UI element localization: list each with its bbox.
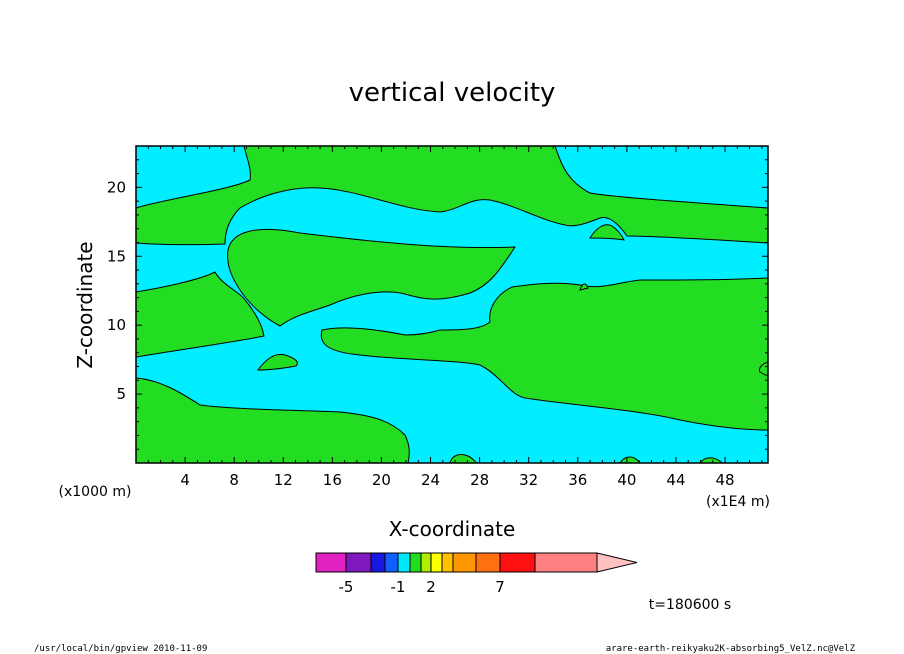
time-annotation: t=180600 s <box>649 597 731 613</box>
x-axis-units: (x1E4 m) <box>706 494 770 510</box>
x-axis-label: X-coordinate <box>389 517 516 541</box>
region-positive-mid-right <box>320 277 769 431</box>
colorbar-tick-label: -5 <box>339 578 354 596</box>
colorbar-tick-label: 2 <box>426 578 436 596</box>
region-positive-top-left <box>135 145 769 246</box>
x-tick-label: 40 <box>617 471 636 489</box>
x-tick-label: 12 <box>274 471 293 489</box>
colorbar-cell <box>499 552 536 573</box>
x-tick-label: 36 <box>568 471 587 489</box>
colorbar-cell <box>452 552 477 573</box>
colorbar-tick-labels: -5 -1 2 7 <box>339 578 505 596</box>
y-axis-label: Z-coordinate <box>73 241 97 368</box>
region-positive-bump <box>579 283 589 291</box>
colorbar-cell <box>345 552 372 573</box>
region-positive-mid-left <box>135 271 265 358</box>
colorbar-cell <box>315 552 347 573</box>
region-positive-island <box>257 353 298 371</box>
colorbar-extend-arrow <box>596 552 638 573</box>
x-tick-label: 48 <box>716 471 735 489</box>
region-positive-lens <box>227 228 516 327</box>
y-tick-label: 15 <box>107 247 126 265</box>
region-positive-right-edge <box>759 361 769 377</box>
x-tick-label: 4 <box>180 471 190 489</box>
footer-right: arare-earth-reikyaku2K-absorbing5_VelZ.n… <box>606 644 856 654</box>
colorbar-cell <box>475 552 501 573</box>
x-tick-label: 16 <box>323 471 342 489</box>
colorbar-cell <box>384 552 399 573</box>
x-tick-label: 20 <box>372 471 391 489</box>
y-axis-units: (x1000 m) <box>59 484 132 500</box>
colorbar-cell <box>397 552 411 573</box>
plot-area <box>135 145 769 464</box>
y-tick-label: 10 <box>107 316 126 334</box>
colorbar-cell <box>430 552 443 573</box>
y-tick-label: 5 <box>116 385 126 403</box>
x-tick-label: 24 <box>421 471 440 489</box>
plot-frame <box>135 145 769 464</box>
colorbar-tick-label: -1 <box>391 578 406 596</box>
x-tick-label: 44 <box>666 471 685 489</box>
footer-left: /usr/local/bin/gpview 2010-11-09 <box>34 644 207 654</box>
x-tick-label: 28 <box>470 471 489 489</box>
colorbar-cell <box>409 552 422 573</box>
y-axis-ticks: 5 10 15 20 <box>107 159 768 450</box>
y-tick-label: 20 <box>107 178 126 196</box>
colorbar-cell <box>441 552 454 573</box>
colorbar-tick-label: 7 <box>495 578 505 596</box>
colorbar-cell <box>370 552 386 573</box>
region-positive-bottom-left <box>135 377 410 464</box>
chart-title: vertical velocity <box>349 78 556 108</box>
x-tick-label: 32 <box>519 471 538 489</box>
x-axis-ticks: 4 8 12 16 20 24 28 32 36 40 44 48 <box>147 146 763 489</box>
colorbar-cell <box>534 552 598 573</box>
colorbar-cell <box>420 552 432 573</box>
colorbar <box>315 552 638 573</box>
region-positive-sliver <box>589 224 625 241</box>
x-tick-label: 8 <box>229 471 239 489</box>
